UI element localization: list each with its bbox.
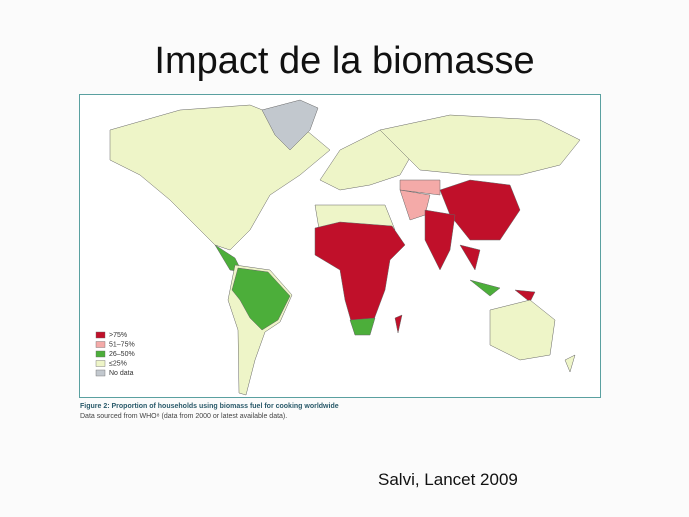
legend-label: 26–50% (109, 351, 135, 358)
legend-swatch (95, 369, 106, 377)
figure-caption: Figure 2: Proportion of households using… (80, 403, 339, 410)
indonesia (469, 279, 501, 297)
world-map: >75% 51–75% 26–50% ≤25% No data (79, 94, 601, 398)
legend-label: No data (109, 370, 134, 377)
new-zealand (564, 354, 576, 373)
south-africa (349, 317, 376, 336)
citation: Salvi, Lancet 2009 (378, 470, 518, 489)
se-asia (459, 244, 481, 271)
legend-label: 51–75% (109, 341, 135, 348)
australia (489, 299, 556, 361)
greenland (261, 99, 319, 151)
brazil (231, 267, 291, 331)
slide-title: Impact de la biomasse (154, 40, 535, 82)
legend-swatch (95, 350, 106, 358)
legend-swatch (95, 360, 106, 367)
legend-swatch (95, 331, 106, 339)
legend-swatch (95, 341, 106, 348)
russia (379, 114, 581, 176)
caption: Figure 2: Proportion of households using… (80, 402, 339, 422)
legend-label: ≤25% (109, 360, 127, 367)
papua (514, 289, 536, 303)
madagascar (394, 314, 403, 334)
legend: >75% 51–75% 26–50% ≤25% No data (95, 331, 135, 377)
africa (314, 221, 406, 336)
continents (109, 99, 581, 396)
india (424, 209, 456, 271)
legend-label: >75% (109, 332, 127, 339)
source-note: Data sourced from WHO⁸ (data from 2000 o… (80, 413, 288, 420)
central-asia (399, 179, 441, 196)
